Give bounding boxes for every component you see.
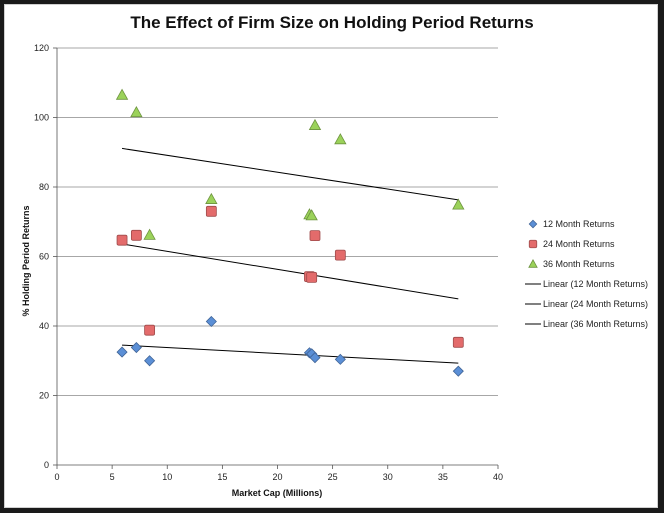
data-point — [205, 205, 217, 217]
y-tick-label: 100 — [34, 113, 49, 123]
data-point — [205, 192, 218, 204]
x-tick-label: 35 — [438, 472, 448, 482]
legend-marker — [528, 259, 538, 268]
x-tick-label: 5 — [110, 472, 115, 482]
x-tick-label: 0 — [54, 472, 59, 482]
chart-title: The Effect of Firm Size on Holding Perio… — [130, 13, 533, 32]
y-tick-label: 40 — [39, 321, 49, 331]
x-tick-label: 10 — [162, 472, 172, 482]
legend-label: 24 Month Returns — [543, 239, 615, 249]
trendlines — [121, 147, 459, 364]
chart-frame: The Effect of Firm Size on Holding Perio… — [4, 4, 658, 508]
x-tick-label: 30 — [383, 472, 393, 482]
trendline — [121, 147, 459, 201]
x-tick-label: 20 — [272, 472, 282, 482]
data-point — [334, 353, 346, 365]
y-axis-title: % Holding Period Returns — [21, 205, 31, 316]
y-tick-label: 60 — [39, 252, 49, 262]
data-point — [144, 324, 156, 336]
x-tick-label: 40 — [493, 472, 503, 482]
data-point — [452, 365, 464, 377]
data-point — [130, 105, 143, 118]
legend-label: Linear (24 Month Returns) — [543, 299, 648, 309]
data-point — [334, 249, 346, 261]
y-tick-label: 20 — [39, 391, 49, 401]
scatter-chart: The Effect of Firm Size on Holding Perio… — [21, 13, 648, 498]
data-point — [309, 230, 321, 242]
trendline — [122, 344, 459, 364]
x-tick-labels: 0 5 10 15 20 25 30 35 40 — [54, 472, 503, 482]
x-tick-label: 25 — [328, 472, 338, 482]
y-tick-label: 120 — [34, 43, 49, 53]
data-point — [116, 346, 128, 358]
legend-label: 36 Month Returns — [543, 259, 615, 269]
data-point — [309, 352, 321, 364]
gridlines — [57, 47, 498, 396]
data-point — [306, 271, 318, 283]
x-tick-label: 15 — [217, 472, 227, 482]
data-point — [144, 355, 156, 367]
y-tick-labels: 0 20 40 60 80 100 120 — [34, 43, 49, 470]
data-points — [115, 88, 465, 377]
legend-marker — [528, 239, 538, 249]
y-tick-label: 80 — [39, 182, 49, 192]
legend: 12 Month Returns 24 Month Returns 36 Month… — [525, 219, 648, 329]
y-tick-label: 0 — [44, 460, 49, 470]
data-point — [116, 234, 128, 246]
data-point — [452, 336, 464, 348]
data-point — [308, 118, 322, 130]
axes — [53, 47, 499, 469]
data-point — [115, 88, 129, 100]
data-point — [143, 228, 156, 240]
data-point — [452, 198, 465, 210]
legend-marker — [528, 219, 538, 229]
data-point — [130, 229, 142, 241]
data-point — [305, 209, 318, 221]
legend-label: 12 Month Returns — [543, 219, 615, 229]
data-point — [205, 315, 217, 328]
x-axis-title: Market Cap (Millions) — [232, 488, 323, 498]
data-point — [130, 341, 142, 354]
trendline — [121, 243, 459, 300]
legend-label: Linear (36 Month Returns) — [543, 319, 648, 329]
legend-label: Linear (12 Month Returns) — [543, 279, 648, 289]
data-point — [334, 133, 347, 145]
